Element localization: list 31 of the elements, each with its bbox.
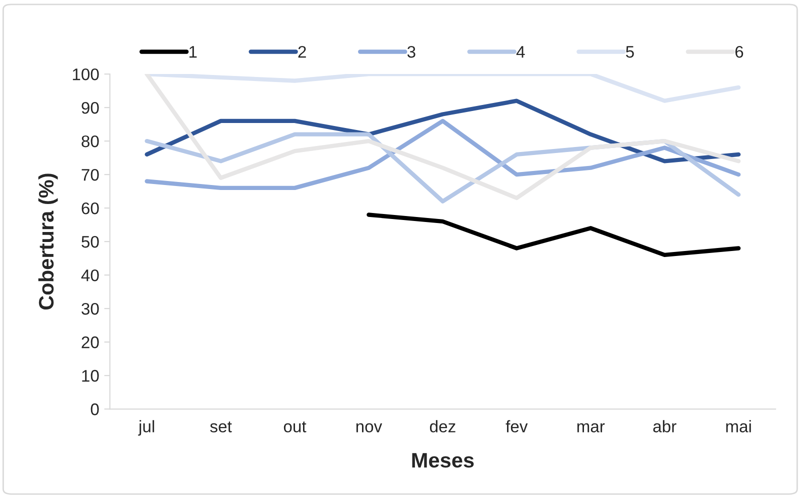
y-tick-label: 10 (82, 370, 99, 382)
legend-label: 6 (735, 46, 744, 58)
x-tick-label: set (210, 421, 232, 432)
line-series (144, 118, 741, 190)
y-tick-label: 70 (82, 168, 99, 181)
x-tick-label: fev (506, 420, 528, 432)
x-tick-label: mar (577, 423, 605, 432)
x-tick-label: jul (138, 420, 154, 436)
y-tick-label: 50 (82, 236, 99, 248)
line-series (366, 212, 741, 258)
x-tick-label: mai (726, 420, 751, 432)
legend-label: 5 (626, 46, 634, 58)
x-axis-title: Meses (412, 453, 474, 468)
legend-label: 4 (516, 46, 525, 58)
y-tick-label: 40 (81, 269, 99, 282)
y-tick-label: 0 (90, 403, 99, 416)
line-series (144, 74, 741, 200)
y-axis-title: Cobertura (%) (38, 174, 58, 310)
y-tick-label: 100 (72, 68, 99, 80)
y-tick-label: 80 (82, 135, 99, 148)
y-tick-label: 60 (82, 202, 99, 214)
y-tick-label: 20 (82, 336, 99, 348)
y-tick-label: 90 (82, 102, 99, 114)
x-tick-label: out (284, 421, 306, 432)
x-tick-label: abr (653, 420, 676, 432)
legend-label: 3 (407, 46, 416, 58)
x-tick-label: dez (430, 420, 456, 432)
legend-label: 2 (298, 46, 306, 58)
x-tick-label: nov (356, 423, 382, 432)
legend-label: 1 (190, 46, 197, 58)
y-tick-label: 30 (82, 302, 99, 315)
